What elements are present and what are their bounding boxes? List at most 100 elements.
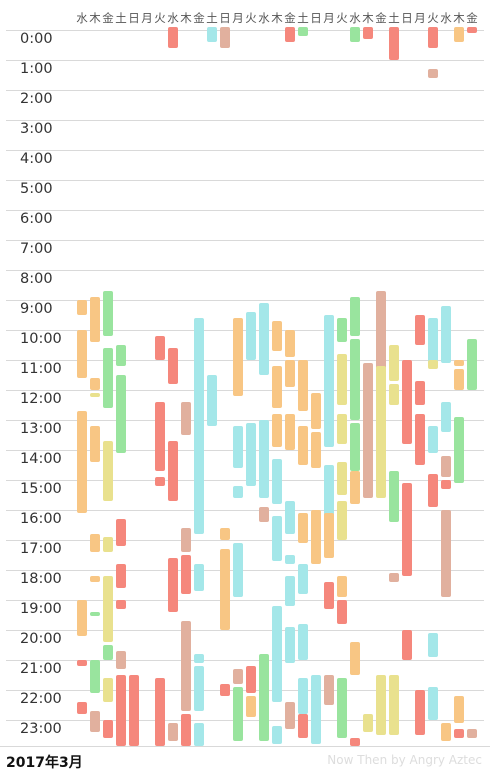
session-bar[interactable]	[90, 393, 100, 397]
session-bar[interactable]	[168, 441, 178, 501]
session-bar[interactable]	[363, 477, 373, 498]
session-bar[interactable]	[155, 477, 165, 486]
session-bar[interactable]	[285, 27, 295, 42]
session-bar[interactable]	[324, 582, 334, 609]
session-bar[interactable]	[441, 510, 451, 597]
session-bar[interactable]	[194, 318, 204, 534]
session-bar[interactable]	[116, 675, 126, 746]
session-bar[interactable]	[441, 306, 451, 363]
session-bar[interactable]	[77, 702, 87, 714]
session-bar[interactable]	[207, 375, 217, 426]
session-bar[interactable]	[207, 27, 217, 42]
session-bar[interactable]	[337, 354, 347, 405]
session-bar[interactable]	[220, 549, 230, 630]
session-bar[interactable]	[428, 426, 438, 453]
session-bar[interactable]	[220, 528, 230, 540]
session-bar[interactable]	[350, 471, 360, 504]
session-bar[interactable]	[259, 654, 269, 741]
session-bar[interactable]	[181, 528, 191, 552]
session-bar[interactable]	[181, 621, 191, 711]
session-bar[interactable]	[272, 321, 282, 351]
session-bar[interactable]	[233, 426, 243, 468]
session-bar[interactable]	[285, 702, 295, 729]
session-bar[interactable]	[233, 543, 243, 597]
session-bar[interactable]	[272, 606, 282, 702]
session-bar[interactable]	[194, 564, 204, 591]
session-bar[interactable]	[350, 738, 360, 746]
session-bar[interactable]	[90, 297, 100, 342]
session-bar[interactable]	[428, 633, 438, 657]
session-bar[interactable]	[168, 348, 178, 384]
session-bar[interactable]	[181, 555, 191, 594]
session-bar[interactable]	[441, 723, 451, 741]
session-bar[interactable]	[259, 507, 269, 522]
session-bar[interactable]	[363, 363, 373, 480]
session-bar[interactable]	[337, 414, 347, 444]
session-bar[interactable]	[467, 27, 477, 33]
session-bar[interactable]	[90, 534, 100, 552]
session-bar[interactable]	[77, 660, 87, 666]
session-bar[interactable]	[233, 318, 243, 396]
session-bar[interactable]	[376, 291, 386, 369]
session-bar[interactable]	[324, 465, 334, 516]
session-bar[interactable]	[168, 723, 178, 741]
session-bar[interactable]	[77, 600, 87, 636]
session-bar[interactable]	[337, 576, 347, 597]
session-bar[interactable]	[467, 729, 477, 738]
session-bar[interactable]	[259, 303, 269, 375]
session-bar[interactable]	[324, 675, 334, 705]
session-bar[interactable]	[77, 330, 87, 378]
session-bar[interactable]	[77, 300, 87, 315]
session-bar[interactable]	[155, 402, 165, 471]
session-bar[interactable]	[272, 516, 282, 561]
session-bar[interactable]	[103, 537, 113, 552]
session-bar[interactable]	[272, 366, 282, 408]
session-bar[interactable]	[415, 381, 425, 405]
session-bar[interactable]	[350, 297, 360, 336]
session-bar[interactable]	[311, 675, 321, 744]
session-bar[interactable]	[181, 402, 191, 435]
session-bar[interactable]	[181, 714, 191, 746]
session-bar[interactable]	[363, 714, 373, 732]
session-bar[interactable]	[90, 660, 100, 693]
session-bar[interactable]	[116, 600, 126, 609]
session-bar[interactable]	[428, 360, 438, 369]
session-bar[interactable]	[246, 312, 256, 360]
session-bar[interactable]	[337, 318, 347, 342]
session-bar[interactable]	[155, 678, 165, 746]
session-bar[interactable]	[350, 642, 360, 675]
session-bar[interactable]	[350, 27, 360, 42]
session-bar[interactable]	[298, 714, 308, 738]
session-bar[interactable]	[116, 345, 126, 366]
session-bar[interactable]	[324, 513, 334, 558]
session-bar[interactable]	[103, 720, 113, 738]
session-bar[interactable]	[90, 378, 100, 390]
session-bar[interactable]	[285, 330, 295, 357]
session-bar[interactable]	[103, 576, 113, 642]
session-bar[interactable]	[233, 486, 243, 498]
session-bar[interactable]	[285, 501, 295, 534]
session-bar[interactable]	[246, 666, 256, 693]
session-bar[interactable]	[90, 711, 100, 732]
session-bar[interactable]	[116, 651, 126, 669]
session-bar[interactable]	[402, 630, 412, 660]
session-bar[interactable]	[298, 564, 308, 594]
session-bar[interactable]	[454, 369, 464, 390]
session-bar[interactable]	[103, 348, 113, 408]
session-bar[interactable]	[298, 426, 308, 465]
session-bar[interactable]	[155, 336, 165, 360]
session-bar[interactable]	[428, 69, 438, 78]
session-bar[interactable]	[428, 27, 438, 48]
session-bar[interactable]	[272, 726, 282, 744]
session-bar[interactable]	[298, 360, 308, 411]
session-bar[interactable]	[285, 576, 295, 606]
session-bar[interactable]	[220, 684, 230, 696]
session-bar[interactable]	[389, 471, 399, 522]
session-bar[interactable]	[220, 27, 230, 48]
session-bar[interactable]	[233, 669, 243, 684]
session-bar[interactable]	[103, 441, 113, 501]
session-bar[interactable]	[389, 675, 399, 735]
session-bar[interactable]	[311, 393, 321, 429]
session-bar[interactable]	[337, 600, 347, 624]
session-bar[interactable]	[168, 558, 178, 612]
